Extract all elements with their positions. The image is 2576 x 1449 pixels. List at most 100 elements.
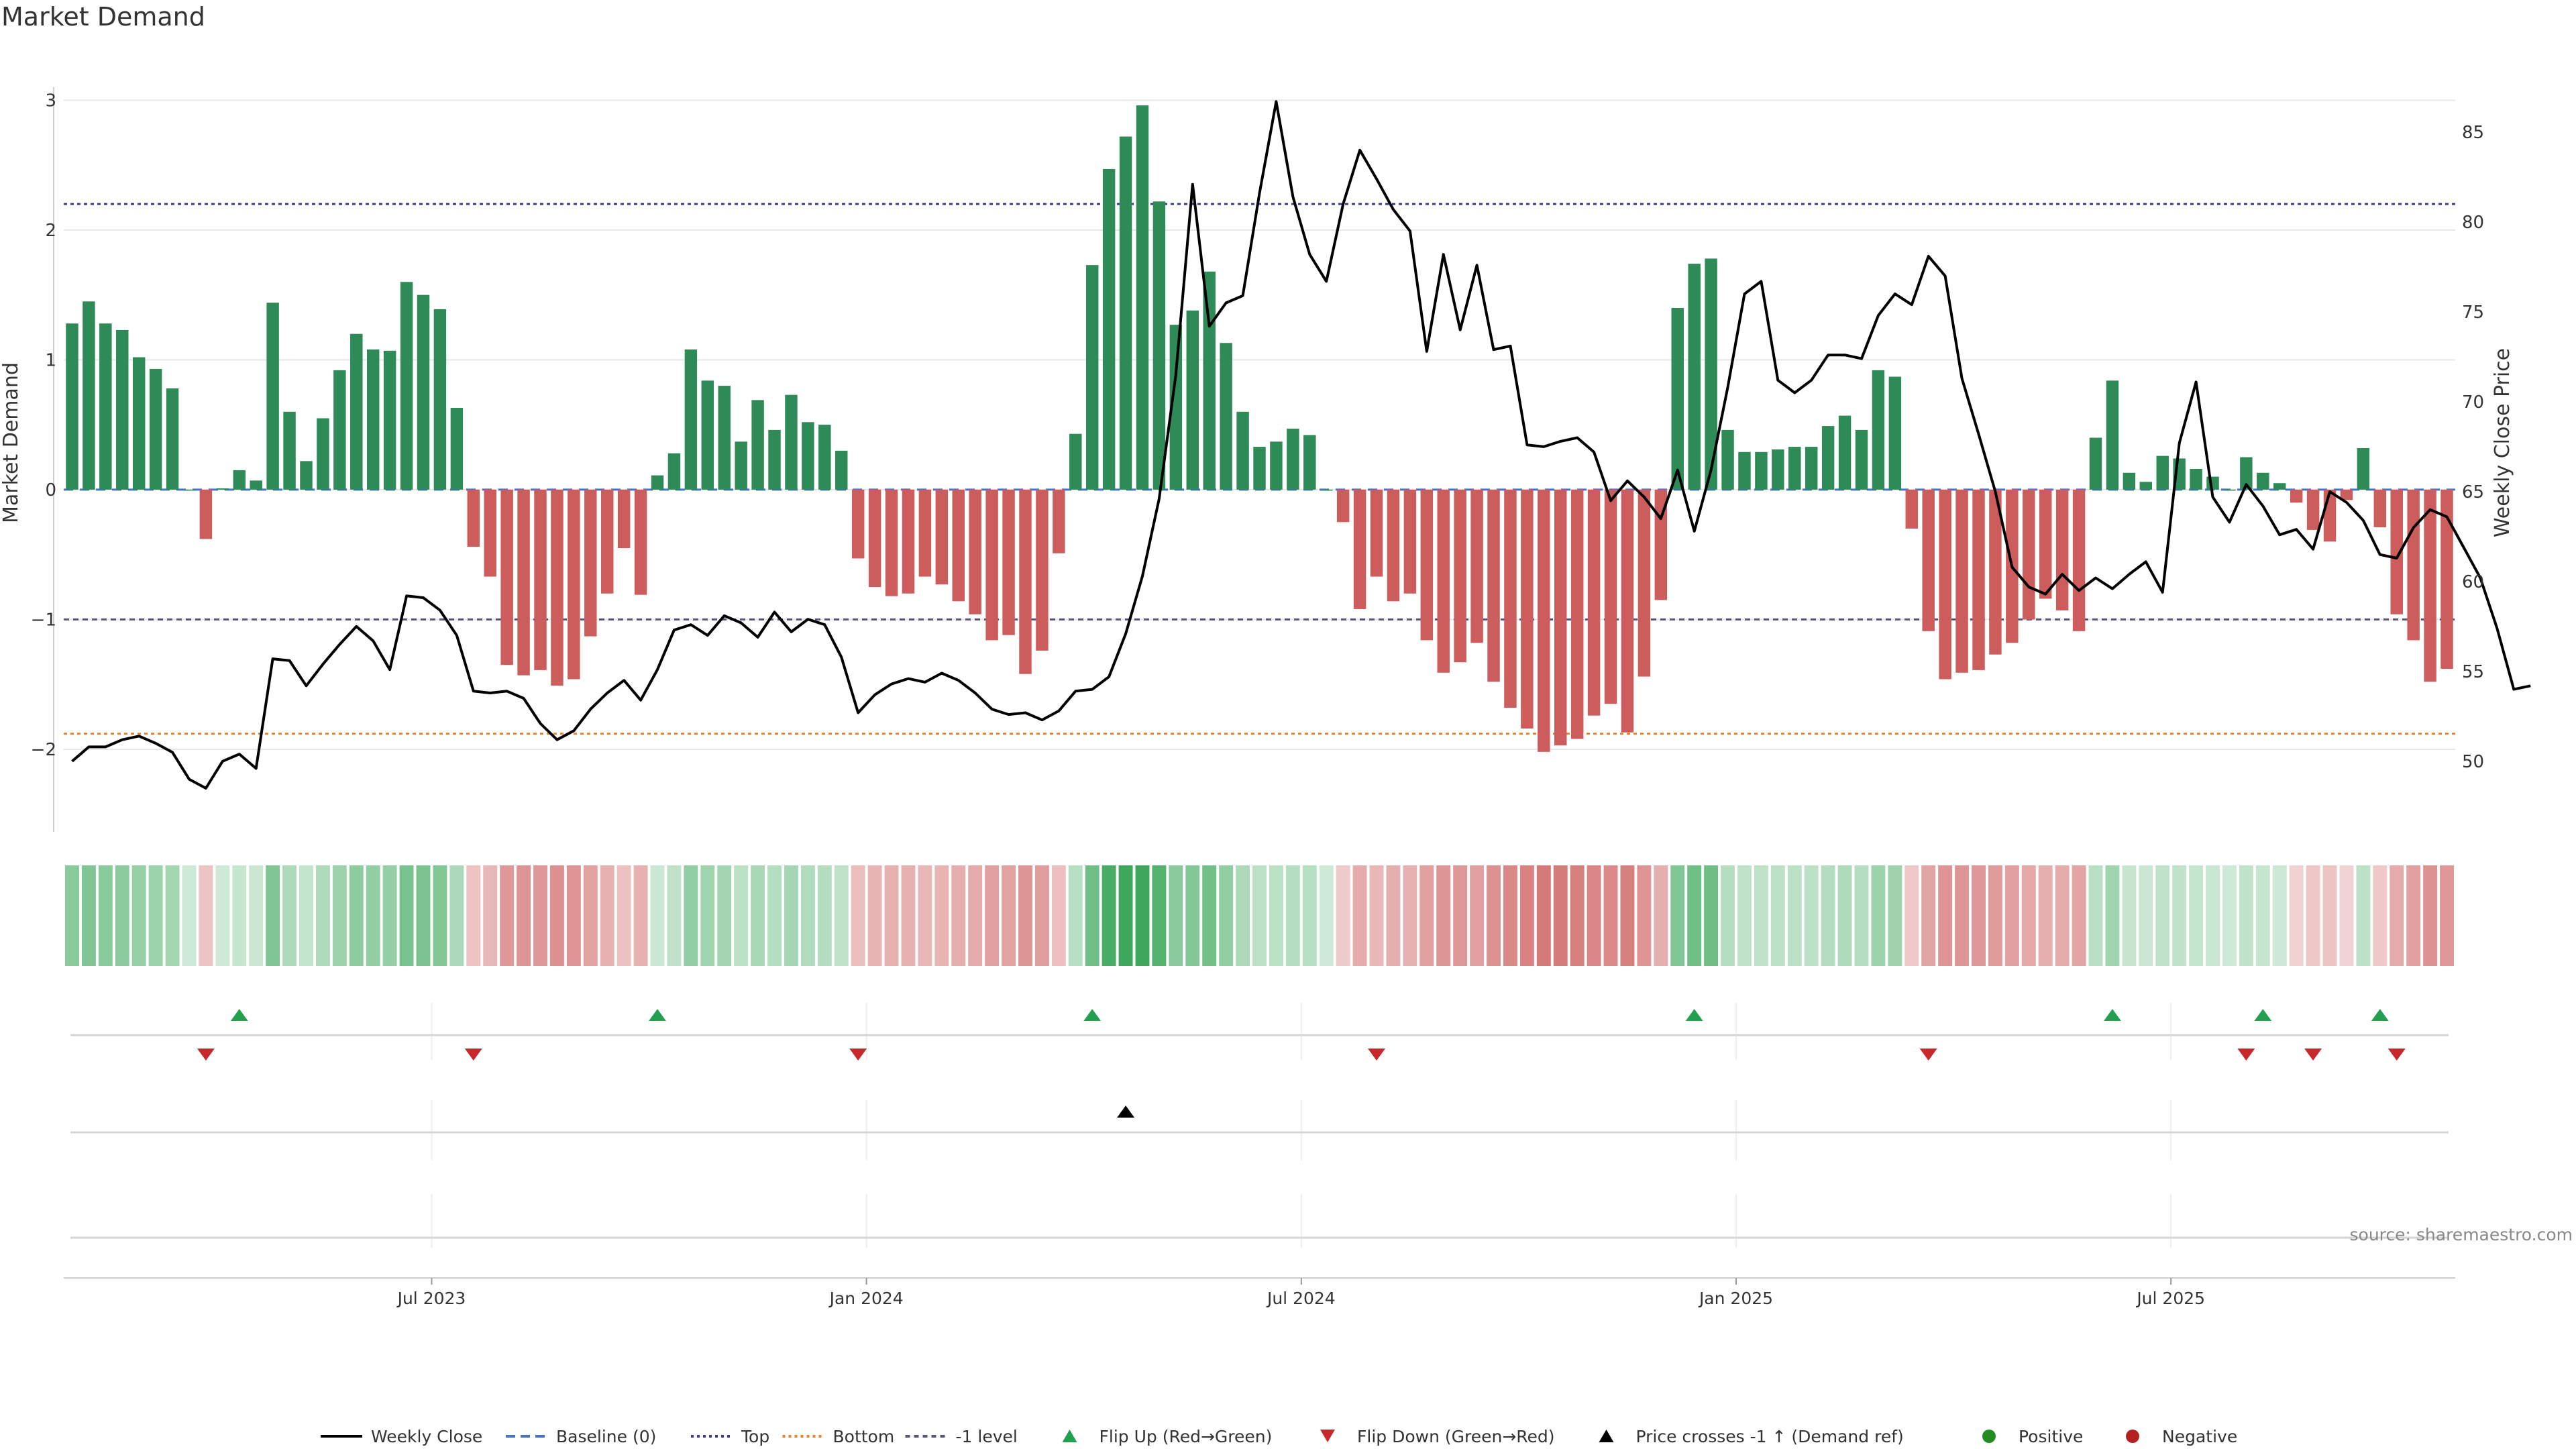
empty-panel xyxy=(70,1194,2449,1248)
demand-bar xyxy=(785,394,798,490)
heat-cell xyxy=(131,865,146,966)
heat-cell xyxy=(1118,865,1133,966)
heat-cell xyxy=(249,865,264,966)
heat-cell xyxy=(1285,865,1300,966)
demand-bar xyxy=(1403,489,1417,594)
heat-cell xyxy=(2055,865,2070,966)
y2-tick-label: 60 xyxy=(2462,572,2484,592)
heat-cell xyxy=(81,865,96,966)
demand-bar xyxy=(1972,489,1985,670)
heat-cell xyxy=(1854,865,1869,966)
demand-bar xyxy=(868,489,881,588)
x-axis: Jul 2023 Jan 2024 Jul 2024 Jan 2025 Jul 2025 xyxy=(64,1277,2455,1308)
heat-cell xyxy=(2155,865,2170,966)
legend-label: Price crosses -1 ↑ (Demand ref) xyxy=(1636,1427,1904,1446)
demand-bar xyxy=(2407,489,2420,641)
demand-bar xyxy=(1705,258,1717,490)
demand-bar xyxy=(333,370,346,490)
price-line xyxy=(71,100,2531,790)
heat-cell xyxy=(1988,865,2002,966)
heat-cell xyxy=(382,865,397,966)
demand-bar xyxy=(2390,489,2403,614)
legend-swatch-dot xyxy=(1982,1430,1996,1443)
heat-cell xyxy=(64,865,79,966)
demand-bar xyxy=(2089,437,2102,490)
heat-cell xyxy=(1085,865,1099,966)
heat-cell xyxy=(1536,865,1551,966)
demand-bar xyxy=(1169,325,1183,490)
heat-cell xyxy=(2122,865,2137,966)
demand-bar xyxy=(1872,370,1885,490)
heat-cell xyxy=(466,865,481,966)
flip-down-marker xyxy=(464,1049,482,1061)
demand-bar xyxy=(1955,489,1968,673)
flip-up-marker xyxy=(2103,1009,2121,1021)
demand-bar xyxy=(551,489,564,686)
heat-cell xyxy=(199,865,213,966)
demand-bar xyxy=(1287,428,1299,490)
legend-item: Flip Up (Red→Green) xyxy=(1062,1427,1272,1446)
heat-cell xyxy=(633,865,648,966)
heat-cell xyxy=(2322,865,2337,966)
demand-bar xyxy=(2290,489,2303,503)
demand-bar xyxy=(350,333,363,490)
demand-bar xyxy=(1102,168,1116,490)
demand-bar xyxy=(250,480,262,490)
demand-bar xyxy=(1069,433,1082,490)
flip-up-marker xyxy=(1083,1009,1102,1021)
demand-bar xyxy=(2072,489,2086,631)
heat-cell xyxy=(1587,865,1601,966)
heat-cell xyxy=(951,865,966,966)
demand-bar xyxy=(1638,489,1651,677)
y2-tick-label: 50 xyxy=(2462,752,2484,772)
heat-cell xyxy=(115,865,129,966)
demand-bar xyxy=(1755,451,1768,490)
heat-cell xyxy=(751,865,765,966)
heat-cell xyxy=(717,865,732,966)
demand-bar xyxy=(132,357,146,490)
demand-bar xyxy=(1688,264,1701,490)
y2-tick-label: 65 xyxy=(2462,482,2484,502)
y-axis-right: 85 80 75 70 65 60 55 50 xyxy=(2462,123,2484,772)
demand-bar xyxy=(1671,307,1684,490)
heat-cell xyxy=(616,865,631,966)
x-tick-label: Jan 2024 xyxy=(828,1289,904,1308)
demand-bar xyxy=(1570,489,1584,739)
heat-cell xyxy=(517,865,531,966)
demand-bar xyxy=(2373,489,2387,528)
heat-cell xyxy=(1487,865,1501,966)
demand-bar xyxy=(1888,376,1902,490)
heat-cell xyxy=(266,865,280,966)
legend-label: Positive xyxy=(2019,1427,2083,1446)
heat-cell xyxy=(985,865,1000,966)
heat-cell xyxy=(2021,865,2036,966)
demand-bar xyxy=(1604,489,1617,704)
demand-bar xyxy=(1437,489,1450,673)
demand-bar xyxy=(2055,489,2069,610)
heat-cell xyxy=(1403,865,1417,966)
demand-bar xyxy=(266,303,279,490)
demand-bar xyxy=(1053,489,1065,553)
heat-cell xyxy=(800,865,815,966)
heat-cell xyxy=(449,865,464,966)
heat-cell xyxy=(2004,865,2019,966)
heat-cell xyxy=(1770,865,1785,966)
heat-cell xyxy=(1553,865,1568,966)
heat-cell xyxy=(1386,865,1401,966)
heat-cell xyxy=(2206,865,2220,966)
heat-cell xyxy=(918,865,932,966)
demand-bar xyxy=(918,489,932,577)
flip-down-marker xyxy=(197,1049,215,1061)
demand-bar xyxy=(718,386,731,490)
heat-cell xyxy=(784,865,798,966)
heat-cell xyxy=(98,865,113,966)
heat-cell xyxy=(1888,865,1902,966)
heat-cell xyxy=(1152,865,1167,966)
demand-bar xyxy=(568,489,580,680)
heat-cell xyxy=(299,865,313,966)
heat-cell xyxy=(1637,865,1652,966)
heat-cell xyxy=(2189,865,2204,966)
heat-cell xyxy=(1519,865,1534,966)
demand-bar xyxy=(2273,483,2286,490)
